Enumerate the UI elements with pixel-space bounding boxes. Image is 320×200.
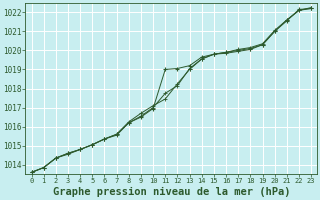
X-axis label: Graphe pression niveau de la mer (hPa): Graphe pression niveau de la mer (hPa) — [52, 187, 290, 197]
